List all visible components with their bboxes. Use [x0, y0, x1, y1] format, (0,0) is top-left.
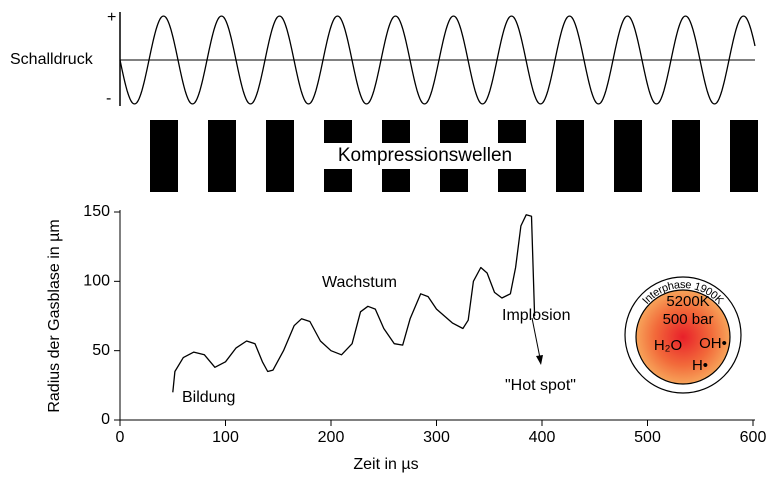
- species: H₂O: [654, 337, 682, 354]
- species: H•: [692, 357, 708, 374]
- x-tick-label: 300: [423, 429, 450, 446]
- y-tick-label: 100: [83, 273, 110, 290]
- annotation: Implosion: [502, 307, 570, 324]
- chart: 0 100 200 300 400 500 600 0 50 100 150 Zeit in µs Ra…: [46, 203, 766, 473]
- compression-bar: [324, 120, 352, 143]
- waves-label: Kompressionswellen: [338, 145, 512, 166]
- compression-bar: [324, 169, 352, 192]
- compression-bars: [150, 120, 758, 192]
- species: OH•: [699, 335, 727, 352]
- compression-bar: [730, 120, 758, 192]
- pressure-label: Schalldruck: [10, 51, 94, 68]
- compression-bar: [556, 120, 584, 192]
- x-axis-label: Zeit in µs: [353, 456, 418, 473]
- x-tick-label: 500: [634, 429, 661, 446]
- compression-bar: [266, 120, 294, 192]
- arrow: [531, 317, 541, 359]
- y-tick-label: 150: [83, 203, 110, 220]
- compression-bar: [208, 120, 236, 192]
- annotation: Bildung: [182, 389, 235, 406]
- y-axis-label: Radius der Gasblase in µm: [46, 219, 63, 412]
- x-tick-label: 600: [740, 429, 767, 446]
- temperature: 5200K: [666, 293, 709, 310]
- compression-bar: [382, 120, 410, 143]
- y-tick-label: 50: [92, 342, 110, 359]
- compression-bar: [440, 169, 468, 192]
- x-tick-label: 100: [212, 429, 239, 446]
- minus-sign: -: [106, 90, 111, 107]
- annotation: Wachstum: [322, 274, 397, 291]
- x-tick-label: 0: [116, 429, 125, 446]
- y-tick-label: 0: [101, 411, 110, 428]
- arrow-head: [536, 355, 543, 365]
- compression-bar: [440, 120, 468, 143]
- compression-bar: [150, 120, 178, 192]
- radius-curve: [172, 214, 536, 393]
- compression-bar: [614, 120, 642, 192]
- core-pressure: 500 bar: [663, 311, 714, 328]
- compression-bar: [498, 120, 526, 143]
- x-tick-label: 200: [318, 429, 345, 446]
- x-tick-label: 400: [529, 429, 556, 446]
- annotation: "Hot spot": [505, 377, 576, 394]
- hotspot-core: [635, 289, 731, 385]
- compression-bar: [672, 120, 700, 192]
- compression-bar: [382, 169, 410, 192]
- pressure-wave: [119, 15, 756, 105]
- plus-sign: +: [107, 9, 116, 26]
- compression-bar: [498, 169, 526, 192]
